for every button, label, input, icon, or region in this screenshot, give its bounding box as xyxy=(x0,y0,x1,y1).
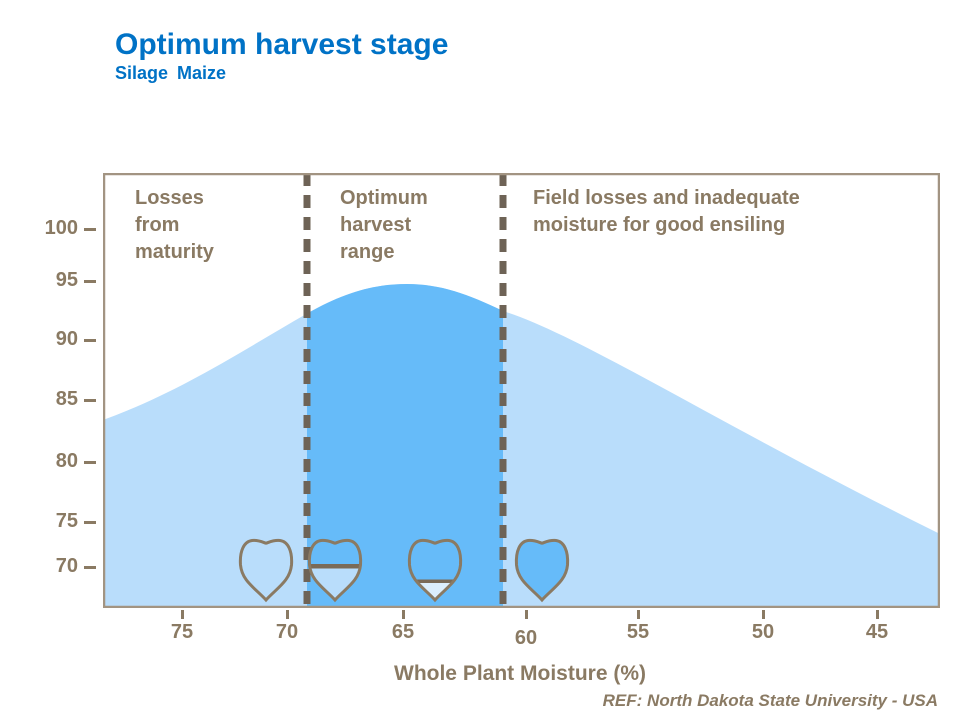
x-axis-tick-mark xyxy=(402,610,405,619)
y-axis-tick-mark xyxy=(84,566,96,569)
y-axis-tick-mark xyxy=(84,399,96,402)
x-axis-tick-label: 55 xyxy=(626,621,650,643)
x-axis-tick-label: 75 xyxy=(170,621,194,643)
region-label-losses-from-maturity: Losses from maturity xyxy=(135,187,214,263)
y-axis-tick-label: 80 xyxy=(55,450,78,472)
x-axis-tick-label: 45 xyxy=(865,621,889,643)
x-axis-tick-mark xyxy=(286,610,289,619)
reference-text: REF: North Dakota State University - USA xyxy=(602,691,938,710)
x-axis-tick-label: 70 xyxy=(275,621,299,643)
chart-plot-area xyxy=(103,173,940,608)
x-axis-tick-label: 50 xyxy=(751,621,775,643)
y-axis-tick-mark xyxy=(84,339,96,342)
y-axis-tick-label: 100 xyxy=(44,217,78,239)
y-axis-tick-label: 75 xyxy=(55,510,78,532)
y-axis-tick-mark xyxy=(84,280,96,283)
x-axis-tick-label: 60 xyxy=(514,627,538,649)
y-axis-tick-mark xyxy=(84,461,96,464)
x-axis-tick-mark xyxy=(637,610,640,619)
region-label-optimum-harvest-range: Optimum harvest range xyxy=(340,187,428,263)
x-axis-title: Whole Plant Moisture (%) xyxy=(394,662,646,685)
optimum-range-shape xyxy=(307,284,503,606)
plot-border xyxy=(103,173,940,608)
page-subtitle: Silage Maize xyxy=(115,63,227,83)
y-axis-tick-label: 70 xyxy=(55,555,78,577)
y-axis-tick-mark xyxy=(84,521,96,524)
region-label-field-losses: Field losses and inadequate moisture for… xyxy=(533,187,800,236)
x-axis-tick-mark xyxy=(876,610,879,619)
x-axis-tick-mark xyxy=(762,610,765,619)
x-axis-tick-label: 65 xyxy=(391,621,415,643)
y-axis-tick-label: 90 xyxy=(55,328,78,350)
page-title: Optimum harvest stage xyxy=(115,28,449,61)
y-axis-tick-label: 95 xyxy=(55,269,78,291)
x-axis-tick-mark xyxy=(181,610,184,619)
x-axis-tick-mark xyxy=(525,610,528,619)
y-axis-tick-label: 85 xyxy=(55,388,78,410)
y-axis-tick-mark xyxy=(84,228,96,231)
